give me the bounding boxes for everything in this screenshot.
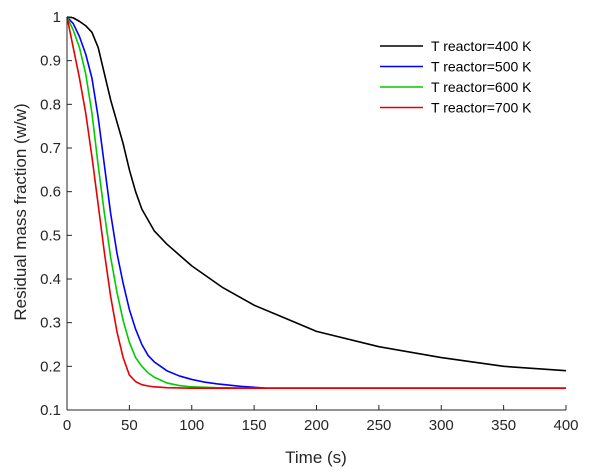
y-tick-label: 0.2 [40, 358, 61, 375]
x-axis-label: Time (s) [285, 448, 347, 467]
x-tick-label: 400 [553, 417, 578, 434]
plot-lines [66, 16, 567, 389]
y-tick-label: 0.5 [40, 227, 61, 244]
x-tick-label: 0 [63, 417, 71, 434]
legend-label-1: T reactor=400 K [431, 38, 532, 54]
series-line-1 [66, 16, 567, 372]
y-tick-label: 0.7 [40, 140, 61, 157]
x-tick-label: 50 [121, 417, 138, 434]
legend-label-3: T reactor=600 K [431, 79, 532, 95]
ticks: 0 50 100 150 200 250 300 350 400 0.1 0.2 0.3 0.4 0.5 0… [40, 9, 578, 434]
x-tick-label: 300 [429, 417, 454, 434]
x-tick-label: 200 [304, 417, 329, 434]
x-tick-label: 350 [491, 417, 516, 434]
y-tick-label: 0.8 [40, 96, 61, 113]
y-tick-label: 0.3 [40, 315, 61, 332]
y-tick-label: 0.4 [40, 271, 61, 288]
y-tick-label: 0.1 [40, 402, 61, 419]
y-axis-label: Residual mass fraction (w/w) [11, 103, 30, 320]
x-tick-label: 100 [179, 417, 204, 434]
x-tick-label: 250 [366, 417, 391, 434]
y-tick-label: 0.6 [40, 184, 61, 201]
legend: T reactor=400 K T reactor=500 K T reactor=… [380, 38, 532, 116]
x-tick-label: 150 [242, 417, 267, 434]
legend-label-2: T reactor=500 K [431, 59, 532, 75]
legend-label-4: T reactor=700 K [431, 100, 532, 116]
y-tick-label: 0.9 [40, 53, 61, 70]
series-line-4 [66, 16, 566, 389]
series-line-2 [66, 16, 566, 389]
y-tick-label: 1 [53, 9, 61, 26]
